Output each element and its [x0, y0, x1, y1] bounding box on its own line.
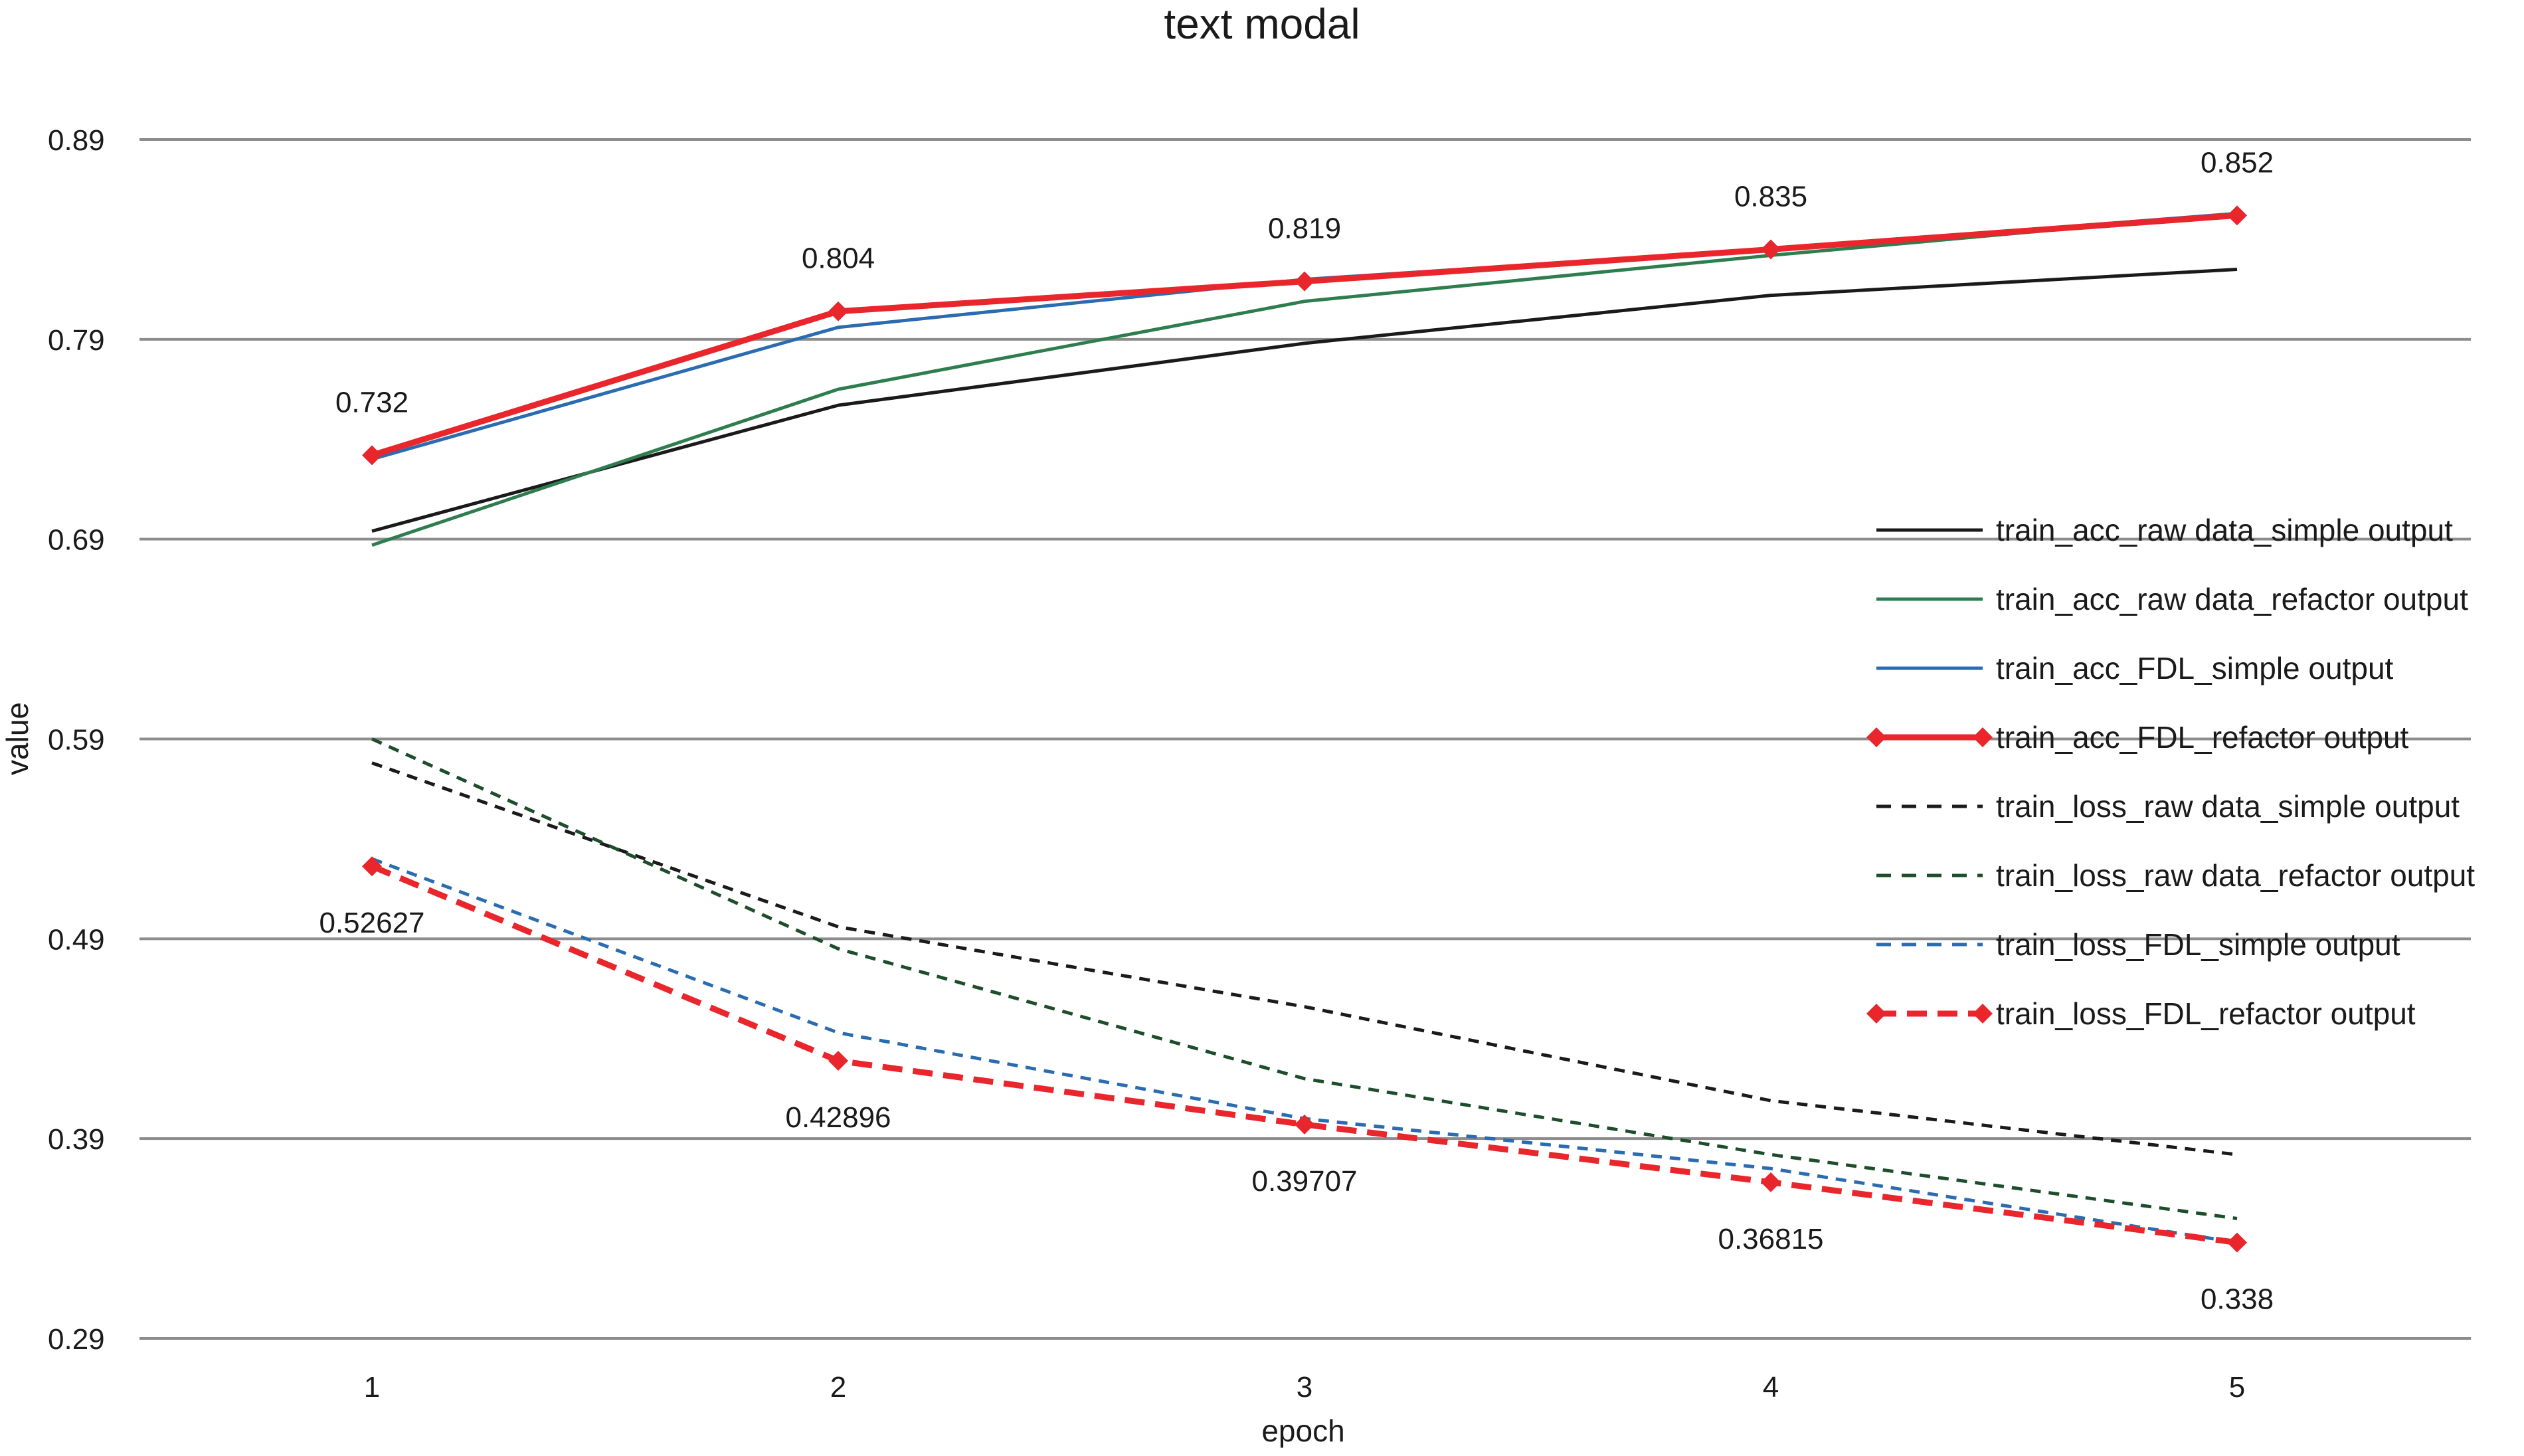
legend-label: train_loss_raw data_refactor output	[1996, 858, 2475, 893]
x-axis-title: epoch	[1261, 1413, 1344, 1448]
legend-entry-train-loss-fdl-simple-output: train_loss_FDL_simple output	[1876, 927, 2400, 962]
x-tick-label: 1	[364, 1371, 380, 1404]
y-tick-label: 0.39	[48, 1123, 105, 1156]
data-point-marker	[828, 301, 848, 321]
legend-label: train_loss_FDL_refactor output	[1996, 996, 2416, 1031]
data-label: 0.819	[1268, 213, 1341, 245]
y-tick-label: 0.59	[48, 724, 105, 757]
legend-marker	[1866, 1004, 1886, 1024]
x-tick-label: 5	[2229, 1371, 2245, 1404]
legend-entry-train-acc-fdl-simple-output: train_acc_FDL_simple output	[1876, 651, 2394, 685]
data-label: 0.804	[802, 242, 875, 275]
legend-marker	[1866, 727, 1886, 747]
data-label: 0.732	[335, 386, 408, 418]
legend-entry-train-acc-fdl-refactor-output: train_acc_FDL_refactor output	[1866, 720, 2409, 755]
legend-entry-train-loss-raw-data-simple-output: train_loss_raw data_simple output	[1876, 789, 2460, 824]
series-lines	[371, 211, 2238, 1246]
x-tick-label: 4	[1763, 1371, 1779, 1404]
series-line-train-acc-fdl-simple-output	[371, 211, 2238, 461]
y-tick-label: 0.29	[48, 1323, 105, 1356]
legend-marker	[1973, 727, 1993, 747]
data-labels: 0.732 0.804 0.819 0.835 0.852 0.52627 0.42896 0…	[319, 146, 2274, 1315]
series-line-train-acc-fdl-refactor-output	[371, 212, 2238, 458]
legend-label: train_loss_FDL_simple output	[1996, 927, 2400, 962]
data-label: 0.39707	[1251, 1165, 1357, 1198]
data-point-marker	[828, 1050, 848, 1071]
series-line-train-acc-raw-data-simple-output	[371, 268, 2238, 533]
legend-entry-train-loss-fdl-refactor-output: train_loss_FDL_refactor output	[1866, 996, 2416, 1031]
series-markers	[362, 205, 2247, 1253]
series-line-train-acc-raw-data-refactor-output	[371, 211, 2238, 547]
grid-lines	[139, 138, 2471, 1340]
legend-label: train_loss_raw data_simple output	[1996, 789, 2460, 824]
data-label: 0.852	[2201, 146, 2274, 179]
data-point-marker	[362, 856, 382, 877]
legend-entry-train-loss-raw-data-refactor-output: train_loss_raw data_refactor output	[1876, 858, 2475, 893]
legend-entry-train-acc-raw-data-refactor-output: train_acc_raw data_refactor output	[1876, 582, 2468, 616]
data-point-marker	[1761, 1172, 1781, 1192]
series-line-train-loss-fdl-refactor-output	[371, 864, 2238, 1246]
legend-label: train_acc_FDL_refactor output	[1996, 720, 2409, 755]
legend-entry-train-acc-raw-data-simple-output: train_acc_raw data_simple output	[1876, 513, 2453, 547]
data-point-marker	[2227, 1232, 2247, 1253]
data-point-marker	[2227, 205, 2247, 226]
series-line-train-loss-raw-data-simple-output	[371, 761, 2238, 1156]
legend-label: train_acc_raw data_simple output	[1996, 513, 2453, 547]
x-tick-label: 2	[830, 1371, 846, 1404]
data-label: 0.835	[1734, 180, 1807, 213]
y-tick-label: 0.79	[48, 324, 105, 357]
legend-marker	[1973, 1004, 1993, 1024]
x-tick-label: 3	[1297, 1371, 1312, 1404]
series-line-train-loss-raw-data-refactor-output	[371, 737, 2238, 1220]
y-axis-title: value	[0, 702, 35, 775]
data-label: 0.52627	[319, 907, 424, 939]
y-tick-label: 0.69	[48, 524, 105, 557]
y-tick-labels: 0.29 0.39 0.49 0.59 0.69 0.79 0.89	[48, 124, 105, 1356]
data-point-marker	[1295, 271, 1314, 292]
chart-title: text modal	[1164, 0, 1360, 48]
y-tick-label: 0.89	[48, 124, 105, 157]
legend-label: train_acc_raw data_refactor output	[1996, 582, 2468, 616]
data-point-marker	[1761, 239, 1781, 260]
data-label: 0.36815	[1718, 1223, 1823, 1255]
x-tick-labels: 1 2 3 4 5	[364, 1371, 2245, 1404]
legend-label: train_acc_FDL_simple output	[1996, 651, 2394, 685]
data-point-marker	[1295, 1114, 1314, 1135]
y-tick-label: 0.49	[48, 923, 105, 956]
data-label: 0.338	[2201, 1283, 2274, 1316]
data-label: 0.42896	[785, 1101, 891, 1134]
data-point-marker	[362, 445, 382, 466]
legend: train_acc_raw data_simple output train_ac…	[1866, 513, 2475, 1031]
